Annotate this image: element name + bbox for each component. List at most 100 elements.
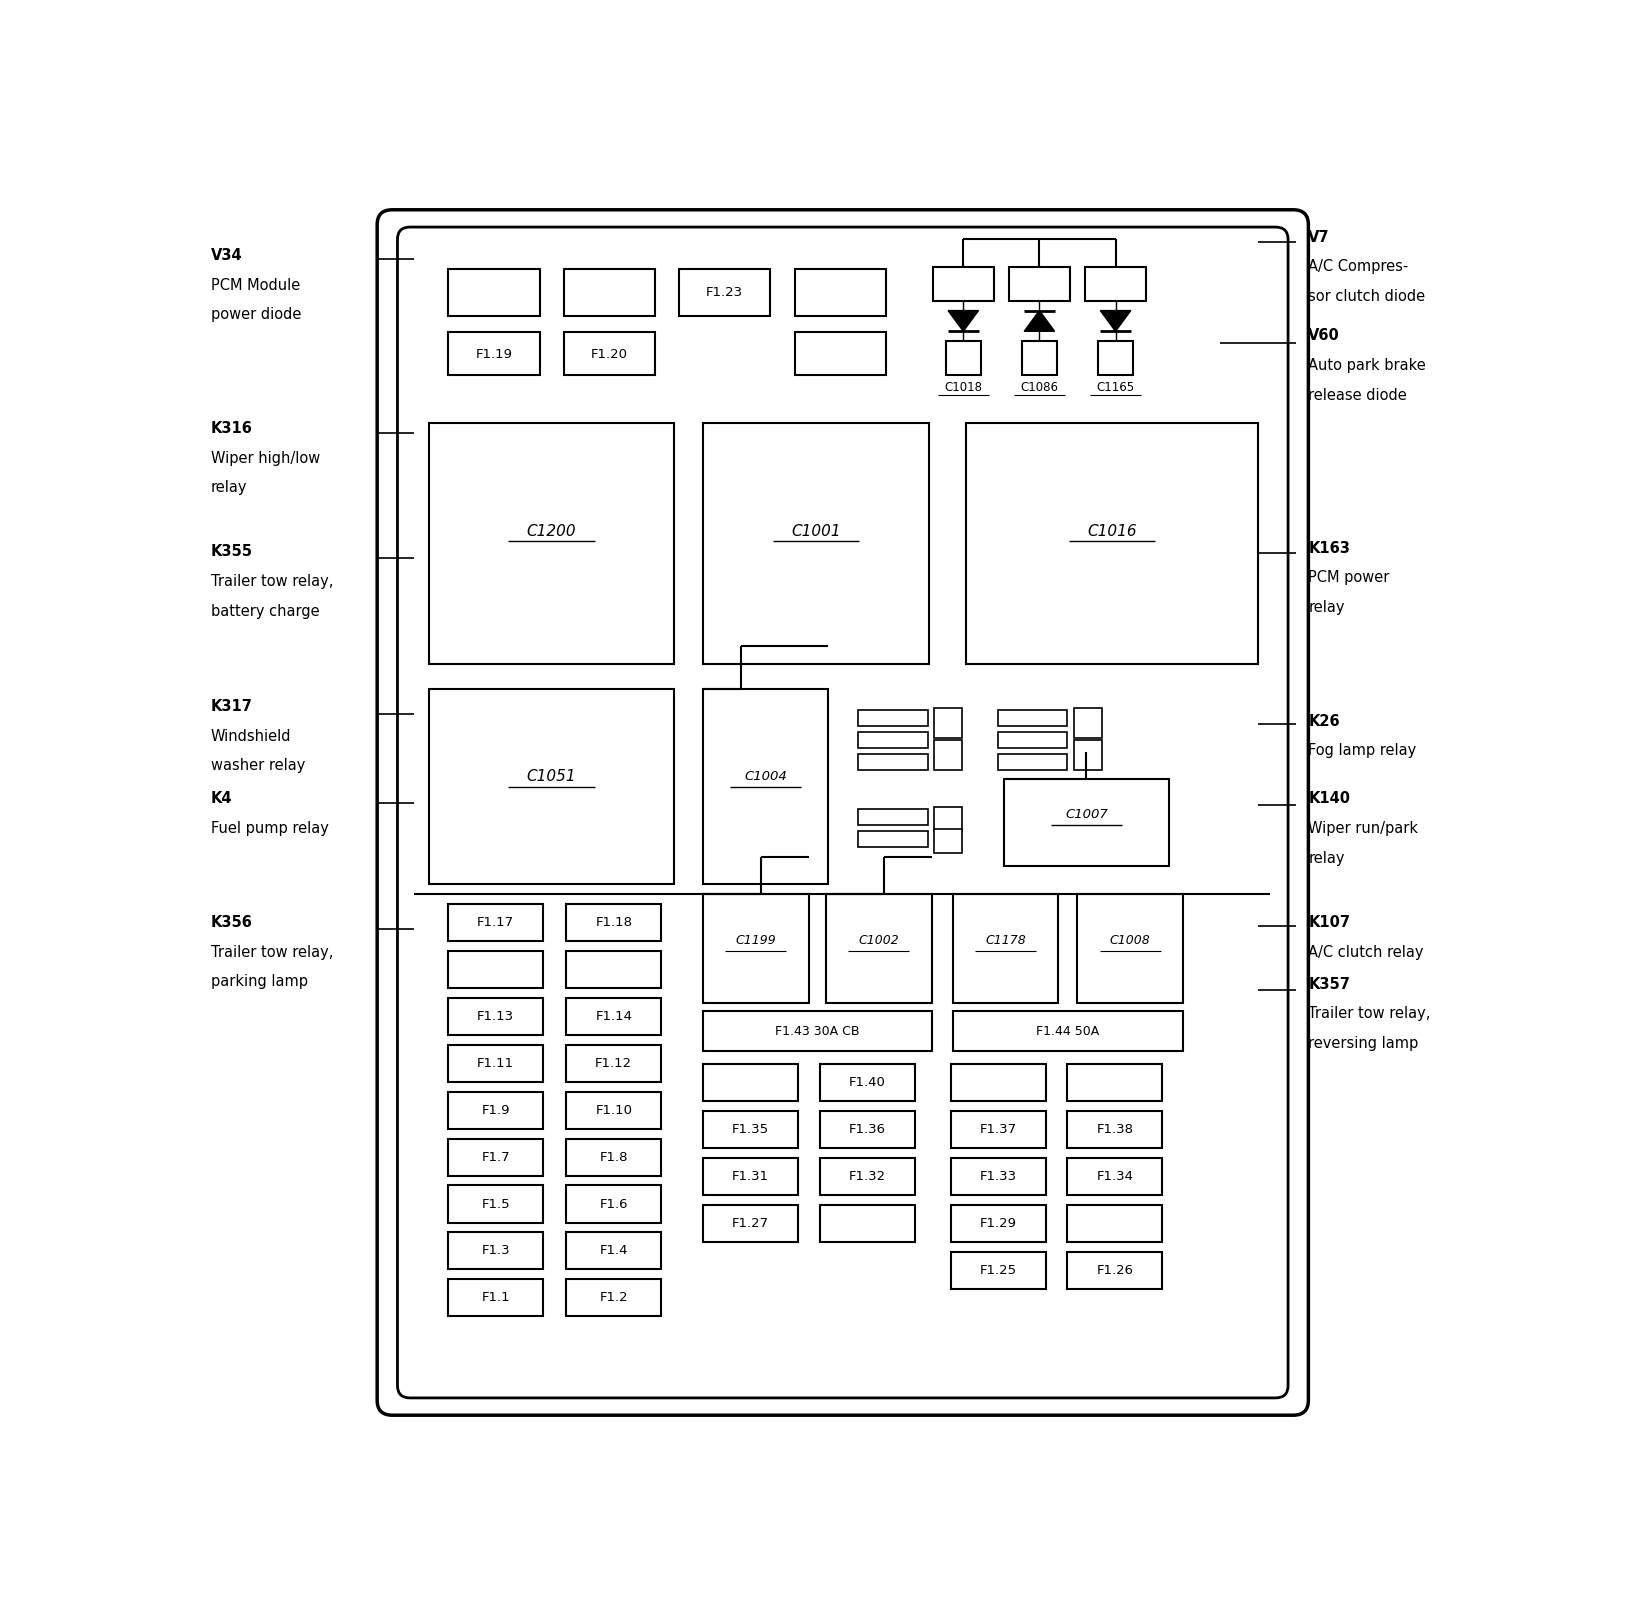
Text: C1016: C1016: [1087, 525, 1136, 539]
Bar: [566, 998, 661, 1035]
Bar: [1098, 340, 1133, 375]
FancyBboxPatch shape: [398, 228, 1288, 1399]
Text: F1.11: F1.11: [478, 1057, 514, 1070]
Bar: [1021, 340, 1058, 375]
Text: K317: K317: [211, 699, 252, 714]
Text: F1.25: F1.25: [979, 1264, 1017, 1277]
Text: Trailer tow relay,: Trailer tow relay,: [1308, 1006, 1431, 1022]
Text: F1.35: F1.35: [732, 1123, 769, 1136]
Text: F1.10: F1.10: [596, 1104, 632, 1116]
Text: F1.27: F1.27: [732, 1217, 769, 1230]
Text: F1.14: F1.14: [596, 1011, 632, 1023]
Text: C1001: C1001: [791, 525, 841, 539]
Bar: [820, 1158, 915, 1195]
Bar: [563, 332, 655, 375]
Bar: [933, 266, 994, 302]
Text: F1.9: F1.9: [481, 1104, 511, 1116]
Text: F1.32: F1.32: [850, 1171, 886, 1184]
Bar: [951, 1112, 1046, 1148]
Bar: [1067, 1253, 1162, 1290]
Bar: [449, 905, 543, 942]
Text: battery charge: battery charge: [211, 603, 319, 619]
Text: F1.29: F1.29: [979, 1217, 1017, 1230]
Text: F1.38: F1.38: [1097, 1123, 1133, 1136]
Text: K107: K107: [1308, 914, 1351, 930]
Bar: [794, 269, 886, 316]
Bar: [704, 1012, 931, 1051]
Bar: [1067, 1158, 1162, 1195]
Text: washer relay: washer relay: [211, 759, 306, 773]
Bar: [449, 1092, 543, 1129]
Bar: [1085, 266, 1146, 302]
Bar: [953, 1012, 1184, 1051]
Text: F1.37: F1.37: [979, 1123, 1017, 1136]
Text: relay: relay: [211, 480, 247, 496]
Text: C1200: C1200: [527, 525, 576, 539]
Text: F1.34: F1.34: [1097, 1171, 1133, 1184]
Bar: [1008, 266, 1071, 302]
Text: F1.1: F1.1: [481, 1291, 511, 1304]
Text: F1.5: F1.5: [481, 1198, 511, 1211]
Text: PCM Module: PCM Module: [211, 277, 300, 292]
Text: F1.4: F1.4: [599, 1245, 629, 1258]
Bar: [566, 1044, 661, 1081]
Text: V34: V34: [211, 249, 242, 263]
Text: A/C clutch relay: A/C clutch relay: [1308, 945, 1424, 959]
Bar: [858, 754, 928, 770]
Text: K355: K355: [211, 544, 254, 560]
Bar: [449, 1139, 543, 1176]
Bar: [935, 807, 963, 831]
Text: power diode: power diode: [211, 308, 301, 322]
Bar: [858, 831, 928, 847]
Bar: [858, 711, 928, 727]
Bar: [935, 707, 963, 738]
Bar: [951, 1065, 1046, 1102]
Bar: [820, 1112, 915, 1148]
Polygon shape: [1100, 311, 1131, 332]
Bar: [1074, 707, 1102, 738]
Bar: [935, 829, 963, 853]
Bar: [820, 1205, 915, 1243]
Text: relay: relay: [1308, 600, 1346, 614]
Bar: [858, 731, 928, 747]
Bar: [704, 690, 828, 884]
Bar: [704, 1065, 799, 1102]
Text: F1.20: F1.20: [591, 348, 629, 361]
Text: Fuel pump relay: Fuel pump relay: [211, 821, 329, 836]
Bar: [951, 1253, 1046, 1290]
Polygon shape: [948, 311, 979, 332]
Text: C1002: C1002: [858, 935, 899, 948]
Bar: [966, 423, 1257, 664]
Bar: [566, 1185, 661, 1222]
Bar: [566, 951, 661, 988]
Text: C1086: C1086: [1020, 382, 1059, 395]
Bar: [704, 1205, 799, 1243]
Polygon shape: [1025, 311, 1054, 332]
Text: Trailer tow relay,: Trailer tow relay,: [211, 574, 334, 589]
Text: C1178: C1178: [985, 935, 1026, 948]
Bar: [935, 739, 963, 770]
Text: F1.19: F1.19: [475, 348, 512, 361]
Text: F1.33: F1.33: [979, 1171, 1017, 1184]
Bar: [563, 269, 655, 316]
Bar: [1077, 893, 1184, 1002]
Bar: [820, 1065, 915, 1102]
Bar: [429, 423, 674, 664]
Text: F1.13: F1.13: [478, 1011, 514, 1023]
Text: V60: V60: [1308, 329, 1341, 343]
Bar: [704, 1158, 799, 1195]
Text: C1008: C1008: [1110, 935, 1151, 948]
Text: F1.43 30A CB: F1.43 30A CB: [776, 1025, 859, 1038]
Bar: [449, 1232, 543, 1269]
Bar: [449, 1185, 543, 1222]
Bar: [997, 731, 1067, 747]
Text: reversing lamp: reversing lamp: [1308, 1036, 1419, 1051]
Bar: [953, 893, 1059, 1002]
Text: K140: K140: [1308, 791, 1351, 807]
Bar: [449, 951, 543, 988]
Text: Wiper high/low: Wiper high/low: [211, 451, 321, 465]
Text: relay: relay: [1308, 850, 1346, 866]
Text: parking lamp: parking lamp: [211, 974, 308, 990]
Bar: [566, 1280, 661, 1317]
Text: F1.31: F1.31: [732, 1171, 769, 1184]
